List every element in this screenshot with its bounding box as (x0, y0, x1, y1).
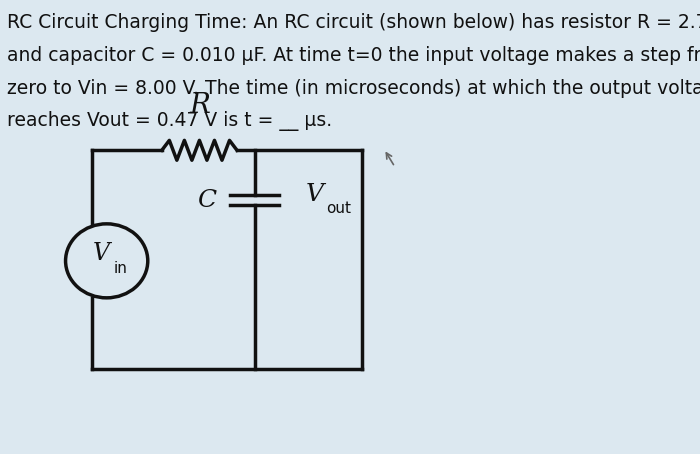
Text: in: in (114, 262, 127, 276)
Text: RC Circuit Charging Time: An RC circuit (shown below) has resistor R = 2.7 kΩ: RC Circuit Charging Time: An RC circuit … (8, 13, 700, 32)
Text: zero to Vin = 8.00 V. The time (in microseconds) at which the output voltage: zero to Vin = 8.00 V. The time (in micro… (8, 79, 700, 98)
Text: out: out (326, 201, 351, 216)
Text: V: V (93, 242, 110, 265)
Text: reaches Vout = 0.47 V is t = __ μs.: reaches Vout = 0.47 V is t = __ μs. (8, 112, 332, 132)
Text: C: C (197, 189, 216, 212)
Text: V: V (306, 183, 323, 207)
Text: and capacitor C = 0.010 μF. At time t=0 the input voltage makes a step from: and capacitor C = 0.010 μF. At time t=0 … (8, 45, 700, 64)
Text: R: R (189, 92, 210, 118)
